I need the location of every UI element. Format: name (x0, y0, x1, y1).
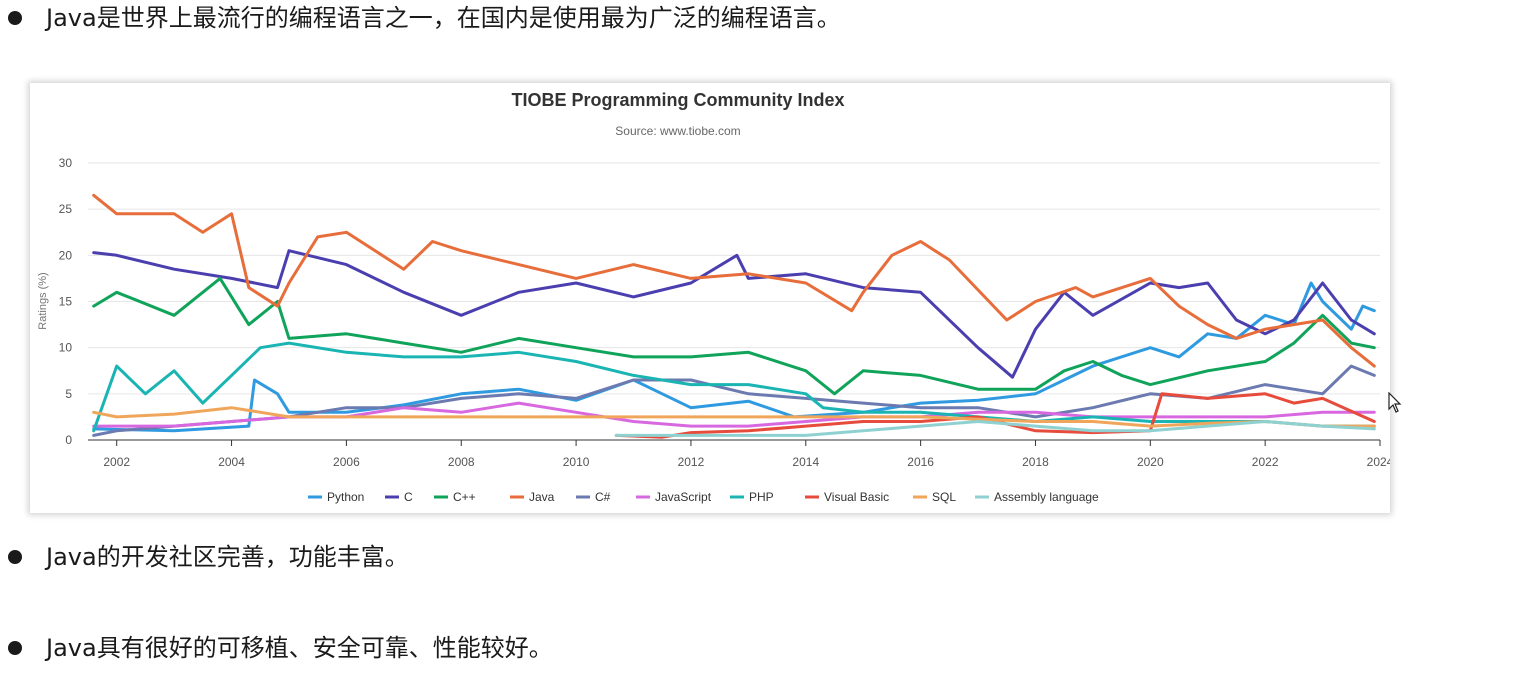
y-tick-label: 10 (59, 341, 73, 355)
series-line-assembly-language (614, 420, 1376, 437)
series-line-java (92, 193, 1376, 368)
legend-item: Visual Basic (824, 490, 889, 504)
legend-item: C# (595, 490, 611, 504)
series-line-python (92, 281, 1376, 433)
y-tick-label: 5 (65, 387, 72, 401)
x-tick-label: 2002 (103, 455, 130, 469)
legend: Python C C++ Java C# JavaScript PHP Visual Basi… (308, 490, 1099, 504)
x-tick-label: 2014 (792, 455, 819, 469)
y-tick-label: 25 (59, 202, 73, 216)
series-line-c (92, 249, 1376, 379)
legend-item: JavaScript (655, 490, 712, 504)
legend-item: PHP (749, 490, 774, 504)
x-tick-label: 2018 (1022, 455, 1049, 469)
bullet-1: Java是世界上最流行的编程语言之一，在国内是使用最为广泛的编程语言。 (8, 2, 841, 34)
legend-item: C++ (453, 490, 476, 504)
x-tick-label: 2020 (1137, 455, 1164, 469)
bullet-1-text: Java是世界上最流行的编程语言之一，在国内是使用最为广泛的编程语言。 (46, 4, 841, 32)
legend-item: Assembly language (994, 490, 1099, 504)
bullet-2: Java的开发社区完善，功能丰富。 (8, 541, 409, 573)
x-tick-label: 2008 (448, 455, 475, 469)
bullet-dot-icon (8, 641, 22, 655)
bullet-3-text: Java具有很好的可移植、安全可靠、性能较好。 (46, 634, 553, 662)
chart-title: TIOBE Programming Community Index (511, 90, 844, 110)
y-tick-label: 15 (59, 295, 73, 309)
legend-item: C (404, 490, 413, 504)
x-tick-label: 2012 (678, 455, 705, 469)
y-tick-label: 0 (65, 433, 72, 447)
chart-subtitle: Source: www.tiobe.com (615, 124, 740, 138)
axis-ticks: 0 5 10 15 20 25 30 2002 2004 2006 2008 2010 2012 2014… (59, 156, 1390, 469)
series-line-php (92, 341, 1376, 433)
x-tick-label: 2016 (907, 455, 934, 469)
legend-item: SQL (932, 490, 956, 504)
series-lines (92, 193, 1376, 439)
x-tick-label: 2010 (563, 455, 590, 469)
chart-svg: TIOBE Programming Community Index Source… (37, 90, 1390, 504)
mouse-cursor-icon (1388, 392, 1402, 413)
y-tick-label: 20 (59, 248, 73, 262)
series-line-visual-basic (614, 392, 1376, 439)
y-axis-label: Ratings (%) (37, 272, 49, 329)
legend-item: Java (529, 490, 555, 504)
x-tick-label: 2004 (218, 455, 245, 469)
tiobe-chart: TIOBE Programming Community Index Source… (30, 83, 1390, 513)
legend-item: Python (327, 490, 364, 504)
bullet-2-text: Java的开发社区完善，功能丰富。 (46, 543, 409, 571)
x-tick-label: 2006 (333, 455, 360, 469)
x-tick-label: 2024 (1367, 455, 1390, 469)
y-tick-label: 30 (59, 156, 73, 170)
bullet-3: Java具有很好的可移植、安全可靠、性能较好。 (8, 632, 553, 664)
series-line-c- (92, 276, 1376, 396)
bullet-dot-icon (8, 550, 22, 564)
bullet-dot-icon (8, 11, 22, 25)
x-tick-label: 2022 (1252, 455, 1279, 469)
